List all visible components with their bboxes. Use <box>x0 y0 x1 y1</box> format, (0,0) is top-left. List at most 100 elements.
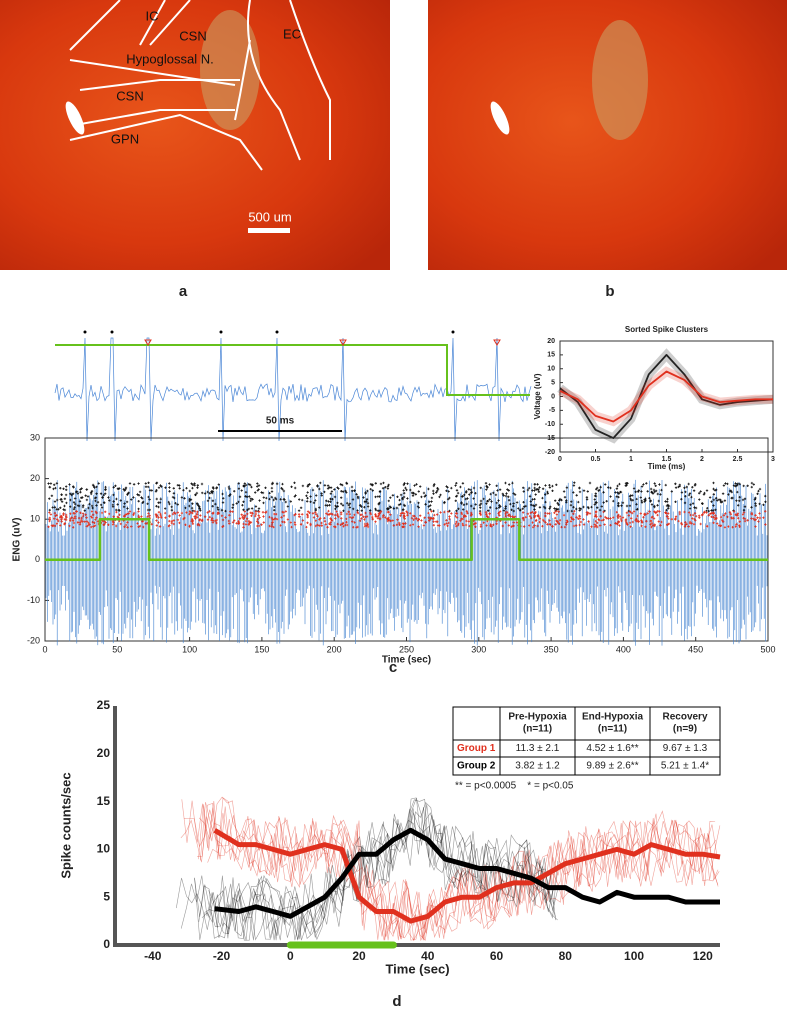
y-tick-label: 5 <box>551 379 555 386</box>
table-frame <box>452 706 721 776</box>
individual-trace <box>181 799 719 941</box>
photo-glare <box>65 101 85 135</box>
plot-frame <box>559 340 774 453</box>
y-tick-label: 10 <box>547 366 555 373</box>
individual-trace <box>198 802 555 941</box>
x-tick-label: 500 <box>760 644 775 654</box>
y-tick-label: 0 <box>103 937 110 951</box>
x-tick-label: -20 <box>213 949 231 963</box>
y-tick-label: 20 <box>30 473 40 483</box>
x-tick-label: 400 <box>616 644 631 654</box>
y-tick-label: -20 <box>27 635 40 645</box>
y-tick-label: 10 <box>30 514 40 524</box>
x-tick-label: 50 <box>112 644 122 654</box>
y-tick-label: 25 <box>97 698 111 712</box>
x-tick-label: 350 <box>544 644 559 654</box>
x-tick-label: 3 <box>771 456 775 463</box>
x-tick-label: 1 <box>629 456 633 463</box>
scale-bar-label: 500 um <box>248 209 291 224</box>
y-tick-label: -10 <box>27 595 40 605</box>
x-tick-label: 2 <box>700 456 704 463</box>
stim-trace <box>55 344 530 396</box>
x-tick-label: 300 <box>471 644 486 654</box>
nerve-label: IC <box>146 8 159 23</box>
y-tick-label: -10 <box>545 421 555 428</box>
series-line <box>559 354 774 439</box>
y-tick-label: -20 <box>545 449 555 456</box>
x-tick-label: 0 <box>287 949 294 963</box>
x-axis-title: Time (ms) <box>648 462 686 471</box>
table-cell: 5.21 ± 1.4* <box>661 761 709 772</box>
spike-marker <box>493 339 501 346</box>
y-axis-title: Voltage (uV) <box>533 373 542 419</box>
table-cell: 9.67 ± 1.3 <box>663 743 708 754</box>
individual-trace <box>207 798 554 941</box>
x-tick-label: 100 <box>182 644 197 654</box>
individual-trace <box>183 806 716 941</box>
series-band <box>558 366 773 427</box>
spike-cluster-2 <box>47 509 767 529</box>
table-row-name: Group 1 <box>457 743 496 754</box>
x-tick-label: -40 <box>144 949 162 963</box>
x-tick-label: 200 <box>327 644 342 654</box>
time-scale-label: 50 ms <box>266 416 295 427</box>
x-tick-label: 0 <box>42 644 47 654</box>
y-tick-label: 5 <box>103 889 110 903</box>
individual-trace <box>180 806 558 940</box>
individual-trace <box>194 797 556 940</box>
y-tick-label: -5 <box>549 407 555 414</box>
table-header: (n=9) <box>673 724 697 735</box>
nerve-label: EC <box>283 26 301 41</box>
individual-trace <box>180 796 718 941</box>
panel-label: b <box>605 283 614 300</box>
spike-marker <box>110 330 114 334</box>
x-tick-label: 1.5 <box>662 456 672 463</box>
x-axis-title: Time (sec) <box>385 962 449 977</box>
table-header: Recovery <box>662 712 707 723</box>
y-tick-label: 0 <box>551 393 555 400</box>
nerve-label: GPN <box>111 131 139 146</box>
panel-label: a <box>179 283 188 300</box>
y-tick-label: 15 <box>547 352 555 359</box>
x-tick-label: 100 <box>624 949 644 963</box>
table-cell: 4.52 ± 1.6** <box>586 743 638 754</box>
scale-bar <box>248 228 290 233</box>
panel-a: 500 um <box>0 0 390 270</box>
x-tick-label: 450 <box>688 644 703 654</box>
x-tick-label: 250 <box>399 644 414 654</box>
nerve-outline <box>69 0 331 171</box>
raw-trace <box>54 337 532 442</box>
table-row-name: Group 2 <box>457 761 496 772</box>
plot-frame <box>44 437 769 642</box>
y-tick-label: 30 <box>30 432 40 442</box>
table-cell: 9.89 ± 2.6** <box>586 761 638 772</box>
spike-marker <box>451 330 455 334</box>
photo-detail <box>592 20 648 140</box>
photo-glare <box>490 101 510 135</box>
chart-title: Sorted Spike Clusters <box>625 325 709 334</box>
spike-cluster-1 <box>47 481 767 513</box>
series-line <box>214 827 720 919</box>
individual-trace <box>200 802 717 940</box>
x-tick-label: 40 <box>421 949 435 963</box>
series-line <box>559 370 773 423</box>
table-cell: 11.3 ± 2.1 <box>516 743 560 754</box>
table-header: (n=11) <box>523 724 552 735</box>
panel-b <box>428 0 787 270</box>
panel-label: d <box>392 993 401 1010</box>
y-tick-label: 10 <box>97 842 111 856</box>
table-header: End-Hypoxia <box>582 712 644 723</box>
spike-marker <box>83 330 87 334</box>
table-footnote: ** = p<0.0005 * = p<0.05 <box>455 781 574 792</box>
photo-detail <box>200 10 260 130</box>
nerve-label: CSN <box>116 88 143 103</box>
x-tick-label: 20 <box>352 949 366 963</box>
series-line <box>45 517 768 562</box>
spike-marker <box>275 330 279 334</box>
x-tick-label: 2.5 <box>733 456 743 463</box>
individual-trace <box>198 800 720 941</box>
nerve-label: CSN <box>179 28 206 43</box>
nerve-label: Hypoglossal N. <box>126 51 213 66</box>
x-tick-label: 80 <box>559 949 573 963</box>
x-tick-label: 60 <box>490 949 504 963</box>
